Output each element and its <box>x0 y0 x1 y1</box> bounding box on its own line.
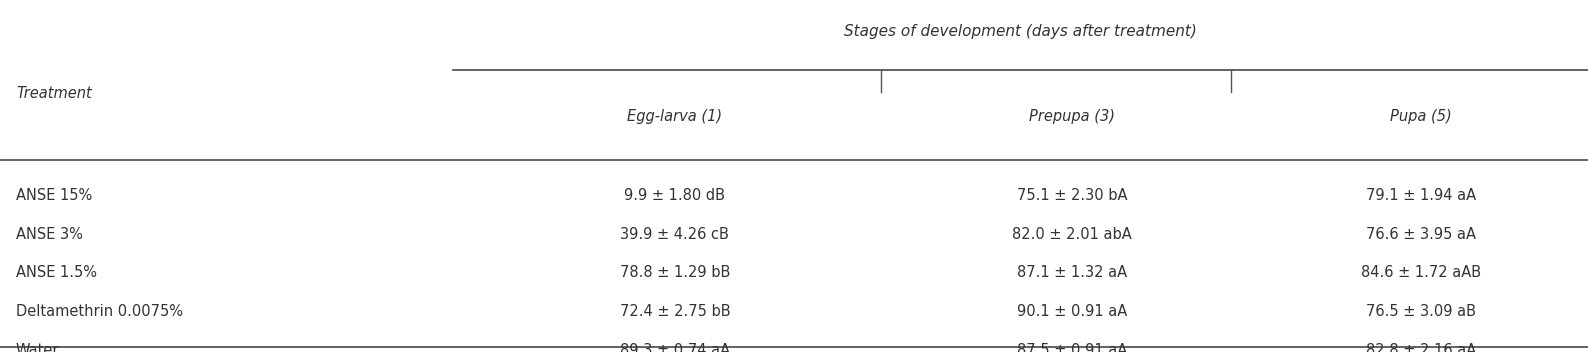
Text: 75.1 ± 2.30 bA: 75.1 ± 2.30 bA <box>1016 188 1127 203</box>
Text: Treatment: Treatment <box>16 86 92 101</box>
Text: 72.4 ± 2.75 bB: 72.4 ± 2.75 bB <box>619 304 730 319</box>
Text: Pupa (5): Pupa (5) <box>1391 109 1451 124</box>
Text: Prepupa (3): Prepupa (3) <box>1029 109 1115 124</box>
Text: ANSE 1.5%: ANSE 1.5% <box>16 265 97 280</box>
Text: Stages of development (days after treatment): Stages of development (days after treatm… <box>843 24 1197 39</box>
Text: Deltamethrin 0.0075%: Deltamethrin 0.0075% <box>16 304 183 319</box>
Text: 76.6 ± 3.95 aA: 76.6 ± 3.95 aA <box>1366 227 1477 241</box>
Text: 90.1 ± 0.91 aA: 90.1 ± 0.91 aA <box>1016 304 1127 319</box>
Text: 9.9 ± 1.80 dB: 9.9 ± 1.80 dB <box>624 188 726 203</box>
Text: 82.0 ± 2.01 abA: 82.0 ± 2.01 abA <box>1012 227 1132 241</box>
Text: ANSE 15%: ANSE 15% <box>16 188 92 203</box>
Text: ANSE 3%: ANSE 3% <box>16 227 83 241</box>
Text: 84.6 ± 1.72 aAB: 84.6 ± 1.72 aAB <box>1361 265 1482 280</box>
Text: 76.5 ± 3.09 aB: 76.5 ± 3.09 aB <box>1366 304 1477 319</box>
Text: 87.5 ± 0.91 aA: 87.5 ± 0.91 aA <box>1016 343 1127 352</box>
Text: 79.1 ± 1.94 aA: 79.1 ± 1.94 aA <box>1366 188 1477 203</box>
Text: 82.8 ± 2.16 aA: 82.8 ± 2.16 aA <box>1366 343 1477 352</box>
Text: 87.1 ± 1.32 aA: 87.1 ± 1.32 aA <box>1016 265 1127 280</box>
Text: 78.8 ± 1.29 bB: 78.8 ± 1.29 bB <box>619 265 730 280</box>
Text: Water: Water <box>16 343 59 352</box>
Text: 39.9 ± 4.26 cB: 39.9 ± 4.26 cB <box>621 227 729 241</box>
Text: Egg-larva (1): Egg-larva (1) <box>627 109 723 124</box>
Text: 89.3 ± 0.74 aA: 89.3 ± 0.74 aA <box>619 343 730 352</box>
